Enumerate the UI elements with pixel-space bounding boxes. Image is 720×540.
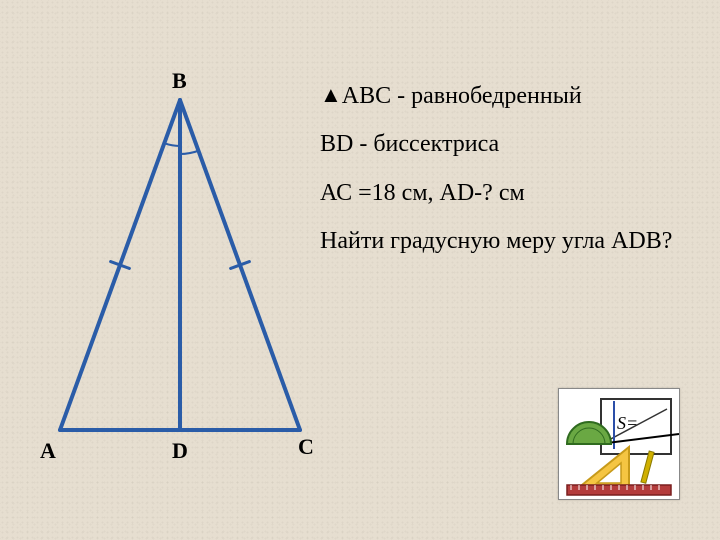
geometry-tools-illustration: S= bbox=[558, 388, 680, 500]
given-line-2: ВD - биссектриса bbox=[320, 128, 690, 160]
vertex-b-label: B bbox=[172, 68, 187, 94]
vertex-c-label: C bbox=[298, 434, 314, 460]
given-line-1: ▲АВС - равнобедренный bbox=[320, 80, 690, 112]
vertex-a-label: A bbox=[40, 438, 56, 464]
given-line-1-text: АВС - равнобедренный bbox=[342, 83, 582, 109]
triangle-symbol-icon: ▲ bbox=[320, 82, 342, 107]
problem-text: ▲АВС - равнобедренный ВD - биссектриса А… bbox=[320, 80, 690, 274]
geometry-tools-svg: S= bbox=[559, 389, 679, 499]
vertex-d-label: D bbox=[172, 438, 188, 464]
triangle-svg bbox=[40, 80, 320, 460]
triangle-figure: B A D C bbox=[40, 80, 320, 465]
given-line-3: АС =18 см, АD-? cм bbox=[320, 177, 690, 209]
question-line: Найти градусную меру угла АDВ? bbox=[320, 225, 690, 257]
